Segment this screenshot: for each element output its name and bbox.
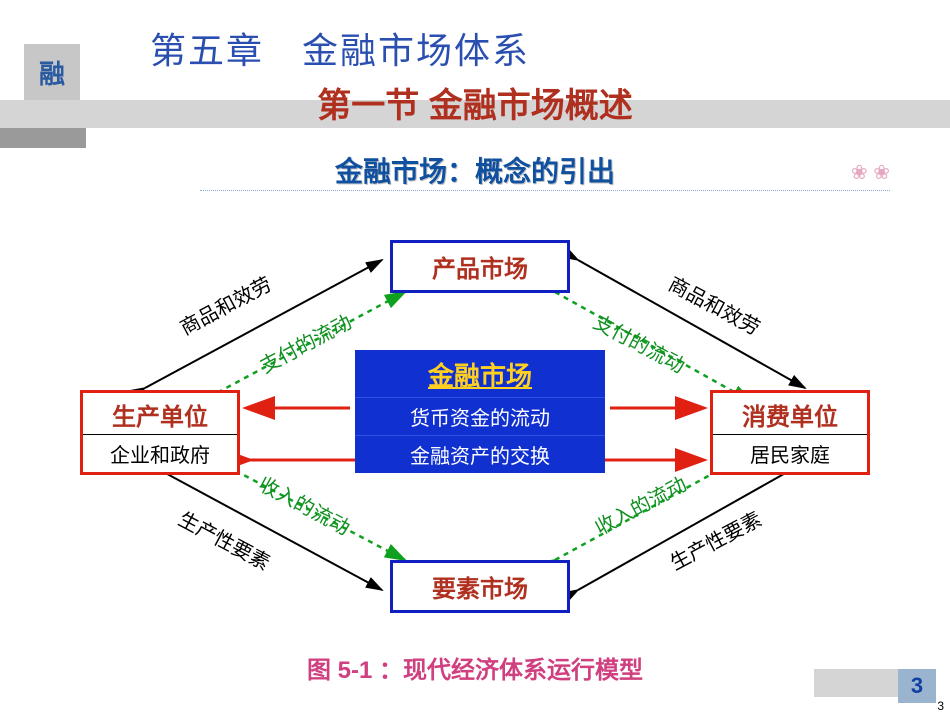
node-consumption-unit: 消费单位 居民家庭 xyxy=(710,390,870,475)
flower-icon: ❀ ❀ xyxy=(851,160,890,185)
node-left-title: 生产单位 xyxy=(83,393,237,434)
label-inner-br: 收入的流动 xyxy=(589,468,691,541)
page-subtitle: 金融市场：概念的引出 xyxy=(0,150,950,190)
node-factor-market: 要素市场 xyxy=(390,560,570,613)
label-outer-br: 生产性要素 xyxy=(664,503,766,576)
label-inner-tl: 支付的流动 xyxy=(254,306,356,379)
label-outer-tr: 商品和效劳 xyxy=(664,268,766,341)
node-right-sub: 居民家庭 xyxy=(713,434,867,472)
node-left-sub: 企业和政府 xyxy=(83,434,237,472)
section-title: 第一节 金融市场概述 xyxy=(0,78,950,127)
node-financial-market: 金融市场 货币资金的流动 金融资产的交换 xyxy=(355,350,605,473)
node-production-unit: 生产单位 企业和政府 xyxy=(80,390,240,475)
page-number-small: 3 xyxy=(937,699,944,713)
center-line1: 货币资金的流动 xyxy=(355,397,605,435)
center-line2: 金融资产的交换 xyxy=(355,435,605,473)
label-inner-bl: 收入的流动 xyxy=(254,468,356,541)
page-number: 3 xyxy=(898,669,936,703)
flow-diagram: 产品市场 要素市场 生产单位 企业和政府 消费单位 居民家庭 金融市场 货币资金… xyxy=(80,220,870,620)
figure-caption: 图 5-1 ：现代经济体系运行模型 xyxy=(0,650,950,685)
chapter-title: 第五章 金融市场体系 xyxy=(150,22,530,74)
label-outer-tl: 商品和效劳 xyxy=(174,268,276,341)
center-title: 金融市场 xyxy=(355,350,605,397)
node-right-title: 消费单位 xyxy=(713,393,867,434)
node-product-market: 产品市场 xyxy=(390,240,570,293)
label-outer-bl: 生产性要素 xyxy=(174,503,276,576)
subtitle-underline xyxy=(200,190,890,191)
